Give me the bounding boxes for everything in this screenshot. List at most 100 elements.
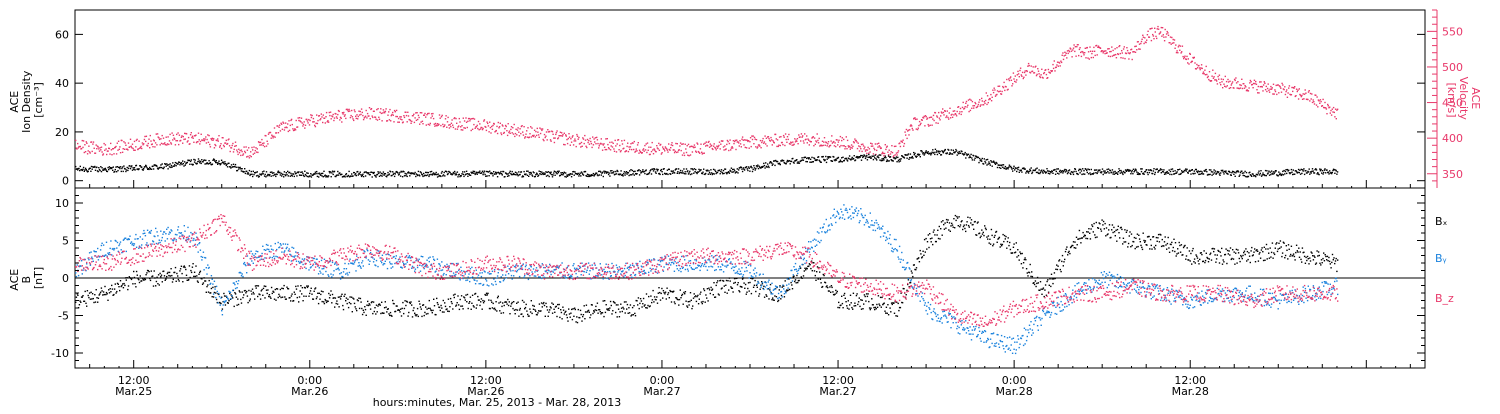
density-point (171, 166, 172, 167)
bx-point (299, 296, 300, 297)
velocity-point (496, 130, 497, 131)
density-point (395, 173, 396, 174)
bx-point (381, 302, 382, 303)
bx-point (166, 276, 167, 277)
density-point (287, 171, 288, 172)
density-point (613, 172, 614, 173)
bx-point (203, 282, 204, 283)
velocity-point (586, 147, 587, 148)
density-point (1316, 173, 1317, 174)
density-point (828, 157, 829, 158)
velocity-point (442, 115, 443, 116)
bx-point (701, 301, 702, 302)
density-point (538, 175, 539, 176)
velocity-point (246, 156, 247, 157)
density-point (1307, 172, 1308, 173)
bx-point (642, 303, 643, 304)
bx-point (686, 305, 687, 306)
bx-point (547, 309, 548, 310)
density-point (252, 176, 253, 177)
bx-point (325, 300, 326, 301)
bx-point (796, 275, 797, 276)
velocity-point (975, 103, 976, 104)
velocity-point (419, 124, 420, 125)
velocity-point (1254, 83, 1255, 84)
velocity-point (1211, 80, 1212, 81)
density-point (275, 176, 276, 177)
velocity-point (679, 149, 680, 150)
bx-point (645, 307, 646, 308)
velocity-point (1115, 54, 1116, 55)
velocity-point (314, 125, 315, 126)
velocity-point (914, 117, 915, 118)
density-point (558, 172, 559, 173)
velocity-point (693, 147, 694, 148)
bx-point (616, 304, 617, 305)
bx-point (197, 280, 198, 281)
bx-point (785, 280, 786, 281)
velocity-point (531, 127, 532, 128)
bx-point (277, 288, 278, 289)
density-point (463, 174, 464, 175)
velocity-tick-label: 400 (1442, 132, 1463, 145)
bx-point (442, 311, 443, 312)
velocity-point (837, 144, 838, 145)
density-point (533, 172, 534, 173)
velocity-point (217, 138, 218, 139)
density-point (1151, 170, 1152, 171)
bx-point (561, 318, 562, 319)
velocity-point (963, 102, 964, 103)
velocity-point (131, 146, 132, 147)
velocity-point (92, 151, 93, 152)
bx-point (291, 295, 292, 296)
density-point (790, 163, 791, 164)
density-point (640, 170, 641, 171)
velocity-point (854, 142, 855, 143)
density-point (545, 171, 546, 172)
bx-point (512, 302, 513, 303)
velocity-point (375, 117, 376, 118)
density-point (472, 172, 473, 173)
velocity-point (662, 146, 663, 147)
bx-point (258, 285, 259, 286)
bx-point (366, 305, 367, 306)
density-point (628, 175, 629, 176)
density-point (446, 171, 447, 172)
density-point (214, 161, 215, 162)
density-point (758, 168, 759, 169)
velocity-point (1197, 67, 1198, 68)
velocity-point (916, 119, 917, 120)
bx-point (575, 309, 576, 310)
velocity-point (87, 153, 88, 154)
velocity-point (416, 120, 417, 121)
velocity-point (188, 137, 189, 138)
velocity-point (405, 112, 406, 113)
velocity-point (311, 117, 312, 118)
density-point (132, 167, 133, 168)
bx-point (560, 309, 561, 310)
density-point (1231, 175, 1232, 176)
velocity-point (980, 104, 981, 105)
density-point (896, 161, 897, 162)
bx-point (98, 298, 99, 299)
velocity-point (964, 108, 965, 109)
density-point (1014, 169, 1015, 170)
velocity-point (546, 131, 547, 132)
density-point (598, 171, 599, 172)
density-point (1021, 171, 1022, 172)
velocity-point (1332, 111, 1333, 112)
velocity-point (306, 119, 307, 120)
density-point (856, 156, 857, 157)
density-point (1324, 168, 1325, 169)
velocity-point (152, 146, 153, 147)
density-point (1190, 170, 1191, 171)
density-point (683, 172, 684, 173)
velocity-point (303, 124, 304, 125)
velocity-point (856, 140, 857, 141)
velocity-point (449, 124, 450, 125)
density-point (597, 175, 598, 176)
density-point (840, 161, 841, 162)
bx-point (272, 293, 273, 294)
density-point (263, 173, 264, 174)
density-point (623, 173, 624, 174)
